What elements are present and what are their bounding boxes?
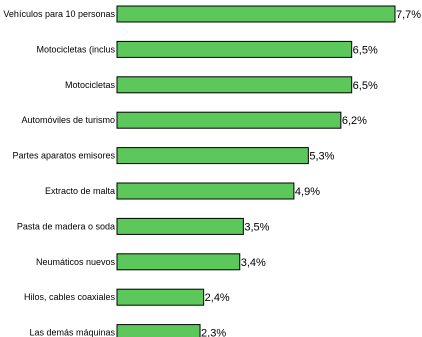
bar (116, 147, 309, 165)
bar (116, 182, 295, 200)
bar-row: Las demás máquinas 2,3% (29, 324, 226, 337)
bar (116, 324, 201, 337)
bar-row: Extracto de malta 4,9% (45, 182, 320, 200)
bar (116, 288, 205, 306)
value-label: 5,3% (309, 151, 334, 163)
category-label: Extracto de malta (45, 186, 115, 196)
bar (116, 253, 241, 271)
category-label: Vehículos para 10 personas (3, 9, 115, 19)
value-label: 6,2% (342, 115, 367, 127)
value-label: 2,4% (205, 292, 230, 304)
value-label: 6,5% (353, 44, 378, 56)
bar-row: Automóviles de turismo 6,2% (21, 111, 367, 129)
category-label: Hilos, cables coaxiales (24, 292, 116, 302)
value-label: 2,3% (201, 328, 226, 337)
bar-row: Vehículos para 10 personas 7,7% (3, 5, 421, 23)
bar-row: Pasta de madera o soda 3,5% (17, 217, 270, 235)
category-label: Pasta de madera o soda (17, 221, 115, 231)
bar-row: Hilos, cables coaxiales 2,4% (24, 288, 230, 306)
bar-row: Partes aparatos emisores 5,3% (12, 147, 335, 165)
category-label: Automóviles de turismo (21, 115, 115, 125)
bar-row: Motocicletas 6,5% (65, 76, 378, 94)
bar (116, 76, 353, 94)
value-label: 7,7% (396, 9, 421, 21)
category-label: Motocicletas (65, 80, 116, 90)
bar-row: Motocicletas (inclus 6,5% (36, 40, 378, 58)
category-label: Las demás máquinas (29, 328, 115, 337)
value-label: 4,9% (295, 186, 320, 198)
value-label: 6,5% (353, 80, 378, 92)
category-label: Motocicletas (inclus (36, 44, 115, 54)
bar-row: Neumáticos nuevos 3,4% (36, 253, 266, 271)
category-label: Neumáticos nuevos (36, 257, 116, 267)
value-label: 3,5% (244, 221, 269, 233)
bar (116, 217, 244, 235)
category-label: Partes aparatos emisores (12, 151, 115, 161)
bar (116, 111, 342, 129)
bar (116, 40, 353, 58)
value-label: 3,4% (241, 257, 266, 269)
bar (116, 5, 396, 23)
